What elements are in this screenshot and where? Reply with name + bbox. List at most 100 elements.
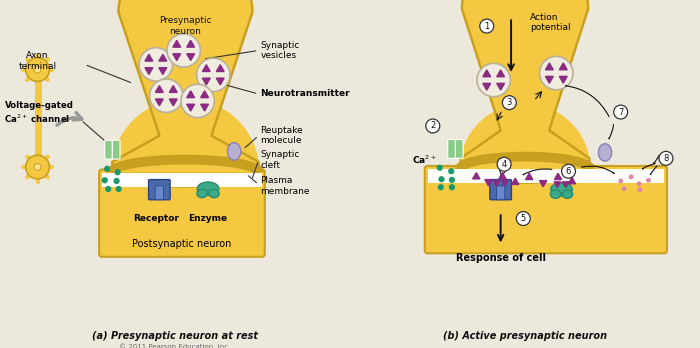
Circle shape <box>116 186 122 192</box>
Text: Axon
terminal: Axon terminal <box>18 51 57 71</box>
Ellipse shape <box>562 190 573 198</box>
FancyBboxPatch shape <box>155 186 164 200</box>
Polygon shape <box>559 76 567 83</box>
Polygon shape <box>169 99 177 106</box>
Polygon shape <box>559 63 567 70</box>
Polygon shape <box>216 78 224 85</box>
Polygon shape <box>187 40 195 47</box>
Text: (b) Active presynaptic neuron: (b) Active presynaptic neuron <box>443 331 607 341</box>
Circle shape <box>114 169 120 175</box>
Circle shape <box>646 178 651 183</box>
Circle shape <box>540 56 573 90</box>
Polygon shape <box>155 86 163 92</box>
Text: 3: 3 <box>507 98 512 107</box>
FancyBboxPatch shape <box>448 140 456 158</box>
Text: Reuptake
molecule: Reuptake molecule <box>260 126 303 145</box>
FancyBboxPatch shape <box>490 180 512 200</box>
Polygon shape <box>501 180 508 186</box>
Circle shape <box>561 164 575 178</box>
Polygon shape <box>485 180 492 186</box>
Circle shape <box>480 19 494 33</box>
Ellipse shape <box>26 58 50 81</box>
Polygon shape <box>568 177 575 184</box>
Polygon shape <box>173 40 181 47</box>
Polygon shape <box>202 78 210 85</box>
Ellipse shape <box>34 66 41 73</box>
Circle shape <box>105 186 111 192</box>
Circle shape <box>181 84 214 118</box>
Circle shape <box>113 178 120 184</box>
Circle shape <box>150 79 183 112</box>
Circle shape <box>497 157 511 171</box>
FancyBboxPatch shape <box>148 180 170 200</box>
Ellipse shape <box>197 182 219 195</box>
FancyArrowPatch shape <box>57 113 82 125</box>
FancyBboxPatch shape <box>456 140 463 158</box>
Polygon shape <box>169 86 177 92</box>
Circle shape <box>448 168 454 174</box>
Polygon shape <box>187 91 195 97</box>
Ellipse shape <box>209 189 219 198</box>
Ellipse shape <box>26 155 50 179</box>
Text: Ca$^{2+}$: Ca$^{2+}$ <box>412 153 436 166</box>
Text: 7: 7 <box>618 108 624 117</box>
Polygon shape <box>201 91 209 97</box>
Ellipse shape <box>34 164 41 171</box>
Circle shape <box>618 179 623 183</box>
Circle shape <box>104 166 111 172</box>
Text: Neurotransmitter: Neurotransmitter <box>260 89 350 98</box>
Polygon shape <box>545 76 553 83</box>
Text: 1: 1 <box>484 22 489 31</box>
Ellipse shape <box>228 143 241 160</box>
Text: © 2011 Pearson Education, Inc.: © 2011 Pearson Education, Inc. <box>119 343 231 348</box>
Circle shape <box>437 165 443 171</box>
Polygon shape <box>545 63 553 70</box>
Polygon shape <box>155 99 163 106</box>
Text: Action
potential: Action potential <box>530 13 570 32</box>
Circle shape <box>614 105 628 119</box>
FancyArrowPatch shape <box>609 125 613 139</box>
Circle shape <box>438 184 444 190</box>
Polygon shape <box>145 54 153 61</box>
Polygon shape <box>202 65 210 72</box>
Circle shape <box>517 212 530 226</box>
Bar <box>428 169 664 183</box>
FancyArrowPatch shape <box>566 86 609 117</box>
Text: Plasma
membrane: Plasma membrane <box>260 176 310 196</box>
Polygon shape <box>113 0 258 174</box>
Text: Synaptic
cleft: Synaptic cleft <box>260 150 300 170</box>
Polygon shape <box>159 54 167 61</box>
FancyArrowPatch shape <box>523 169 552 175</box>
Circle shape <box>622 186 626 191</box>
Text: Enzyme: Enzyme <box>188 214 228 223</box>
Polygon shape <box>554 182 561 188</box>
Text: Postsynaptic neuron: Postsynaptic neuron <box>132 239 232 248</box>
Wedge shape <box>460 104 590 169</box>
Polygon shape <box>187 54 195 61</box>
Polygon shape <box>540 181 547 187</box>
FancyArrowPatch shape <box>643 164 655 169</box>
Circle shape <box>629 174 634 179</box>
Polygon shape <box>173 54 181 61</box>
FancyBboxPatch shape <box>496 186 505 200</box>
FancyArrowPatch shape <box>582 166 614 173</box>
Polygon shape <box>145 68 153 74</box>
Text: (a) Presynaptic neuron at rest: (a) Presynaptic neuron at rest <box>92 331 258 341</box>
Text: Presynaptic
neuron: Presynaptic neuron <box>159 16 212 36</box>
Circle shape <box>449 184 455 190</box>
Polygon shape <box>497 83 505 90</box>
Circle shape <box>477 63 510 97</box>
Polygon shape <box>499 173 506 179</box>
Wedge shape <box>461 171 589 235</box>
Polygon shape <box>187 104 195 111</box>
Polygon shape <box>562 182 569 188</box>
Polygon shape <box>473 173 480 179</box>
Wedge shape <box>113 174 258 247</box>
Polygon shape <box>512 178 519 184</box>
Polygon shape <box>159 68 167 74</box>
Polygon shape <box>526 173 533 180</box>
FancyBboxPatch shape <box>425 166 667 253</box>
Text: 2: 2 <box>430 121 435 130</box>
Text: Voltage-gated
Ca$^{2+}$ channel: Voltage-gated Ca$^{2+}$ channel <box>4 101 74 125</box>
Circle shape <box>197 58 230 92</box>
